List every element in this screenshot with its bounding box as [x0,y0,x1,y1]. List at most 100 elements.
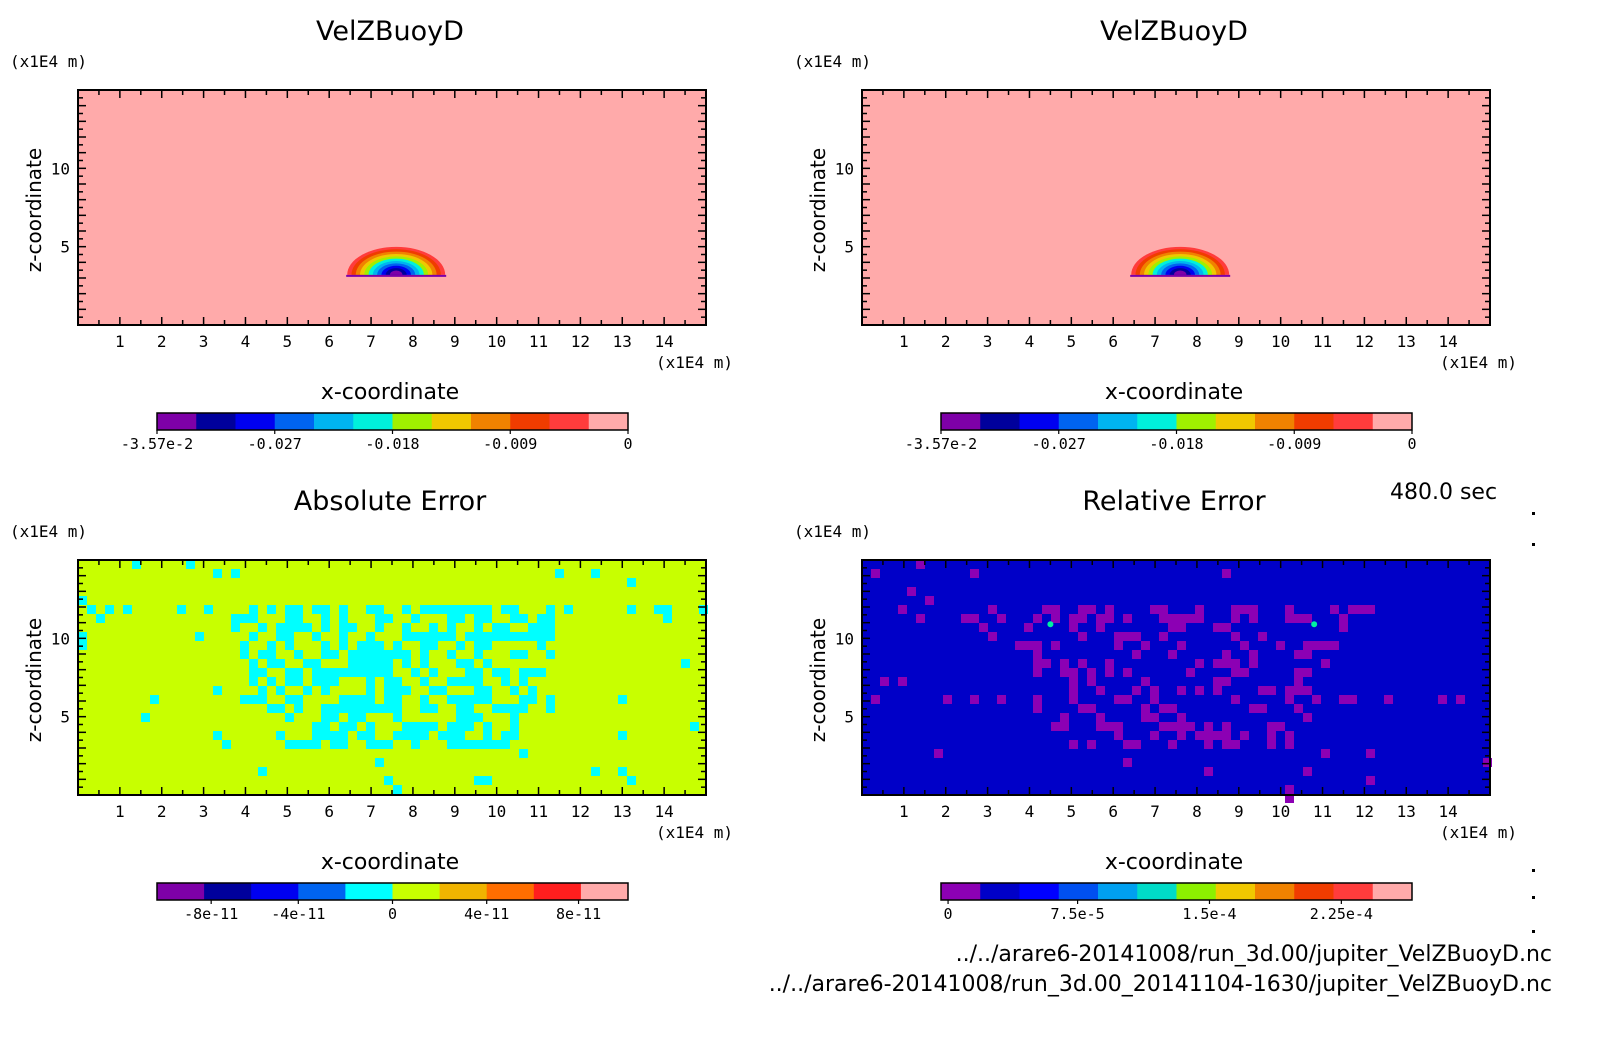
error-cell [447,677,456,686]
error-cell [1042,659,1051,668]
error-cell [447,650,456,659]
error-cell [1366,605,1375,614]
field-background [862,560,1490,795]
y-tick-label: 10 [51,159,70,178]
error-cell [1240,731,1249,740]
error-cell [483,776,492,785]
error-cell [420,704,429,713]
error-cell [105,605,114,614]
x-tick-label: 9 [450,802,460,821]
error-cell [1222,623,1231,632]
error-cell [1330,641,1339,650]
error-cell [1069,668,1078,677]
error-cell [456,731,465,740]
x-axis-label: x-coordinate [320,850,460,875]
error-cell [1096,614,1105,623]
error-cell [384,740,393,749]
error-cell [618,695,627,704]
error-cell [1258,704,1267,713]
plume-contour [1173,270,1187,275]
error-cell [384,776,393,785]
x-tick-label: 9 [1234,332,1244,351]
error-cell [447,623,456,632]
error-cell [1204,740,1213,749]
x-tick-label: 10 [487,332,506,351]
error-cell [1276,722,1285,731]
error-cell [267,605,276,614]
error-cell [501,740,510,749]
error-cell [231,614,240,623]
error-cell [1222,650,1231,659]
error-cell [564,605,573,614]
error-cell [267,677,276,686]
error-cell [384,677,393,686]
error-cell [1051,614,1060,623]
error-cell [429,641,438,650]
error-cell [970,695,979,704]
colorbar-swatch [431,413,472,430]
error-cell [1222,740,1231,749]
margin-dot [1532,512,1535,515]
colorbar-label: -0.018 [365,435,419,453]
error-cell [375,758,384,767]
error-cell [357,668,366,677]
error-cell [276,731,285,740]
error-cell [474,695,483,704]
error-cell [429,632,438,641]
colorbar-label: -4e-11 [271,905,325,923]
error-cell [447,632,456,641]
colorbar-label: -3.57e-2 [905,435,977,453]
error-cell [1222,722,1231,731]
error-cell [294,605,303,614]
x-unit-label: (x1E4 m) [656,353,734,372]
error-cell [537,623,546,632]
error-cell [420,722,429,731]
error-cell [375,614,384,623]
x-tick-label: 8 [408,802,418,821]
error-cell [1249,704,1258,713]
error-cell [1132,740,1141,749]
error-cell [546,695,555,704]
error-cell [1105,614,1114,623]
error-cell [303,740,312,749]
error-cell [312,677,321,686]
error-cell [312,731,321,740]
y-tick-label: 5 [60,238,70,257]
error-cell [1069,614,1078,623]
error-cell [276,704,285,713]
error-cell [483,695,492,704]
error-cell [294,623,303,632]
error-cell [1168,650,1177,659]
error-cell [339,668,348,677]
error-cell [465,659,474,668]
error-cell [1159,614,1168,623]
x-tick-label: 3 [983,802,993,821]
error-cell [961,614,970,623]
colorbar-frame [940,882,1413,901]
error-cell [348,722,357,731]
error-cell [285,605,294,614]
error-cell [348,695,357,704]
error-cell [393,704,402,713]
file-path-2: ../../arare6-20141008/run_3d.00_20141104… [768,972,1552,997]
error-cell [465,722,474,731]
error-cell [429,605,438,614]
error-cell [546,704,555,713]
error-cell [1096,623,1105,632]
x-tick-label: 14 [1439,332,1458,351]
error-cell [78,596,87,605]
error-cell [366,650,375,659]
colorbar-label: 2.25e-4 [1310,905,1373,923]
error-cell [1060,722,1069,731]
error-cell [1150,605,1159,614]
error-cell [429,704,438,713]
error-cell [1141,677,1150,686]
error-cell [510,731,519,740]
x-tick-label: 13 [613,332,632,351]
colorbar-swatch [157,413,197,430]
error-cell [1276,641,1285,650]
x-tick-label: 6 [1108,802,1118,821]
x-tick-label: 11 [529,802,548,821]
error-cell [1204,767,1213,776]
error-cell [465,695,474,704]
